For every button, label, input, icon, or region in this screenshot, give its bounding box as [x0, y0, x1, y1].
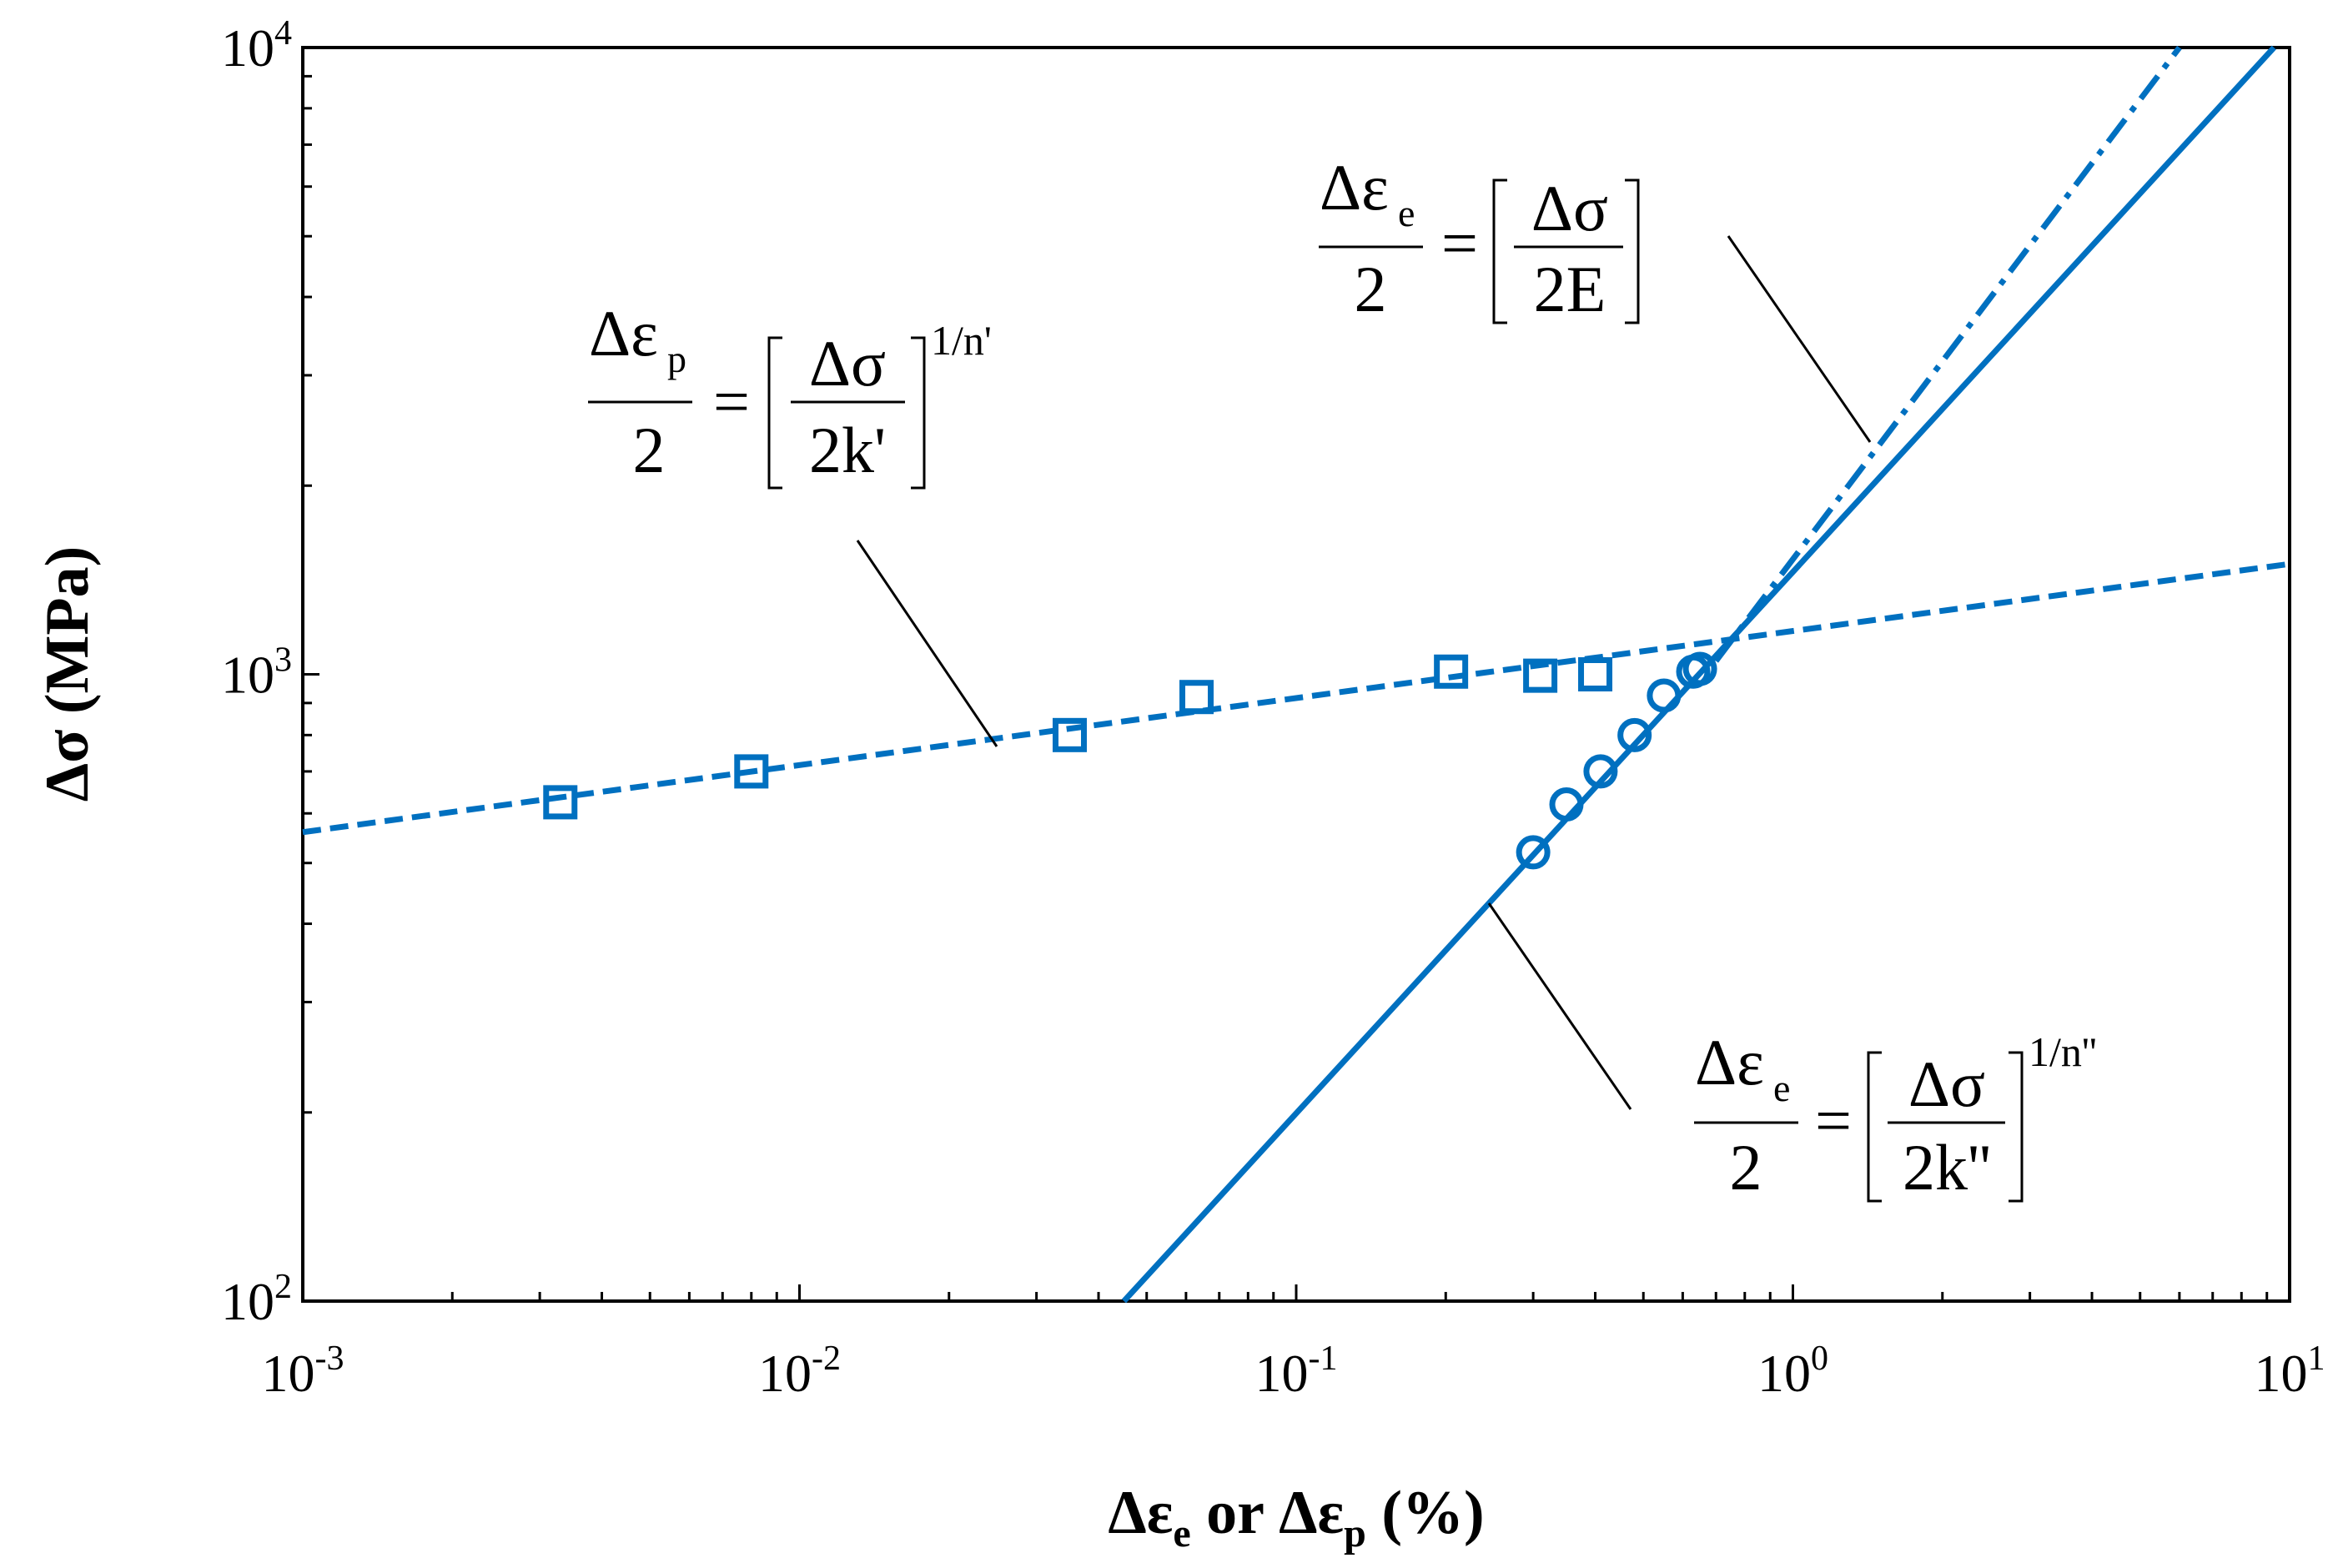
svg-text:Δσ: Δσ — [1908, 1048, 1985, 1120]
x-tick-label: 10-3 — [262, 1339, 344, 1403]
elastic-fit-leader — [1487, 902, 1632, 1110]
svg-text:e: e — [1398, 192, 1415, 234]
svg-text:=: = — [1815, 1084, 1852, 1157]
y-tick-label: 102 — [221, 1268, 292, 1331]
svg-text:2k'': 2k'' — [1903, 1131, 1991, 1204]
svg-text:Δσ: Δσ — [809, 327, 886, 400]
square-marker — [1578, 657, 1613, 691]
axis-ticks — [301, 74, 2269, 1303]
svg-text:1/n': 1/n' — [931, 317, 992, 364]
x-tick-label: 10-1 — [1255, 1339, 1338, 1403]
circle-marker — [1682, 651, 1717, 686]
elastic-fit-equation: Δε e 2 = Δσ 2k'' 1/n'' — [1694, 1026, 2097, 1204]
x-tick-label: 10-2 — [758, 1339, 841, 1403]
fit-line-dashed — [302, 560, 2290, 836]
elastic-equation: Δε e 2 = Δσ 2E — [1319, 151, 1640, 325]
svg-text:1/n'': 1/n'' — [2029, 1028, 2097, 1075]
fit-line-dash-dot — [1713, 45, 2182, 663]
fit-line-solid — [1121, 45, 2276, 1304]
svg-text:2k': 2k' — [809, 414, 886, 486]
x-tick-label: 101 — [2255, 1339, 2325, 1403]
x-tick-label: 100 — [1757, 1339, 1828, 1403]
svg-text:p: p — [667, 338, 686, 380]
circle-marker — [1549, 787, 1584, 822]
square-marker — [1434, 654, 1469, 689]
plastic-leader — [856, 540, 998, 747]
x-axis-label: Δεe or Δεp (%) — [1108, 1479, 1484, 1555]
svg-text:2: 2 — [633, 414, 666, 486]
circle-marker — [1516, 835, 1551, 870]
svg-text:2E: 2E — [1534, 253, 1606, 325]
fit-lines — [302, 45, 2290, 1304]
svg-text:=: = — [1441, 207, 1478, 279]
y-tick-label: 103 — [221, 641, 292, 705]
y-axis-label: Δσ (MPa) — [33, 546, 102, 802]
svg-text:2: 2 — [1730, 1131, 1762, 1204]
svg-text:Δσ: Δσ — [1531, 172, 1608, 244]
circle-marker — [1647, 678, 1682, 713]
plastic-equation: Δε p 2 = Δσ 2k' 1/n' — [588, 297, 992, 490]
square-marker — [1179, 680, 1214, 715]
y-tick-label: 104 — [221, 14, 292, 78]
circle-marker — [1617, 717, 1652, 752]
tick-labels: 10-3 10-2 10-1 100 101 102 103 104 — [221, 14, 2325, 1403]
elastic-leader — [1727, 235, 1872, 443]
svg-text:Δε: Δε — [1320, 151, 1389, 224]
svg-text:2: 2 — [1355, 253, 1387, 325]
data-markers — [543, 651, 1717, 870]
circle-marker — [1583, 754, 1618, 789]
svg-text:e: e — [1773, 1067, 1790, 1109]
square-marker — [543, 785, 578, 820]
square-marker — [1523, 658, 1558, 693]
svg-text:Δε: Δε — [1695, 1026, 1764, 1098]
square-marker — [1052, 717, 1087, 752]
square-marker — [734, 754, 769, 789]
svg-text:Δε: Δε — [589, 297, 658, 369]
svg-text:=: = — [713, 365, 750, 438]
